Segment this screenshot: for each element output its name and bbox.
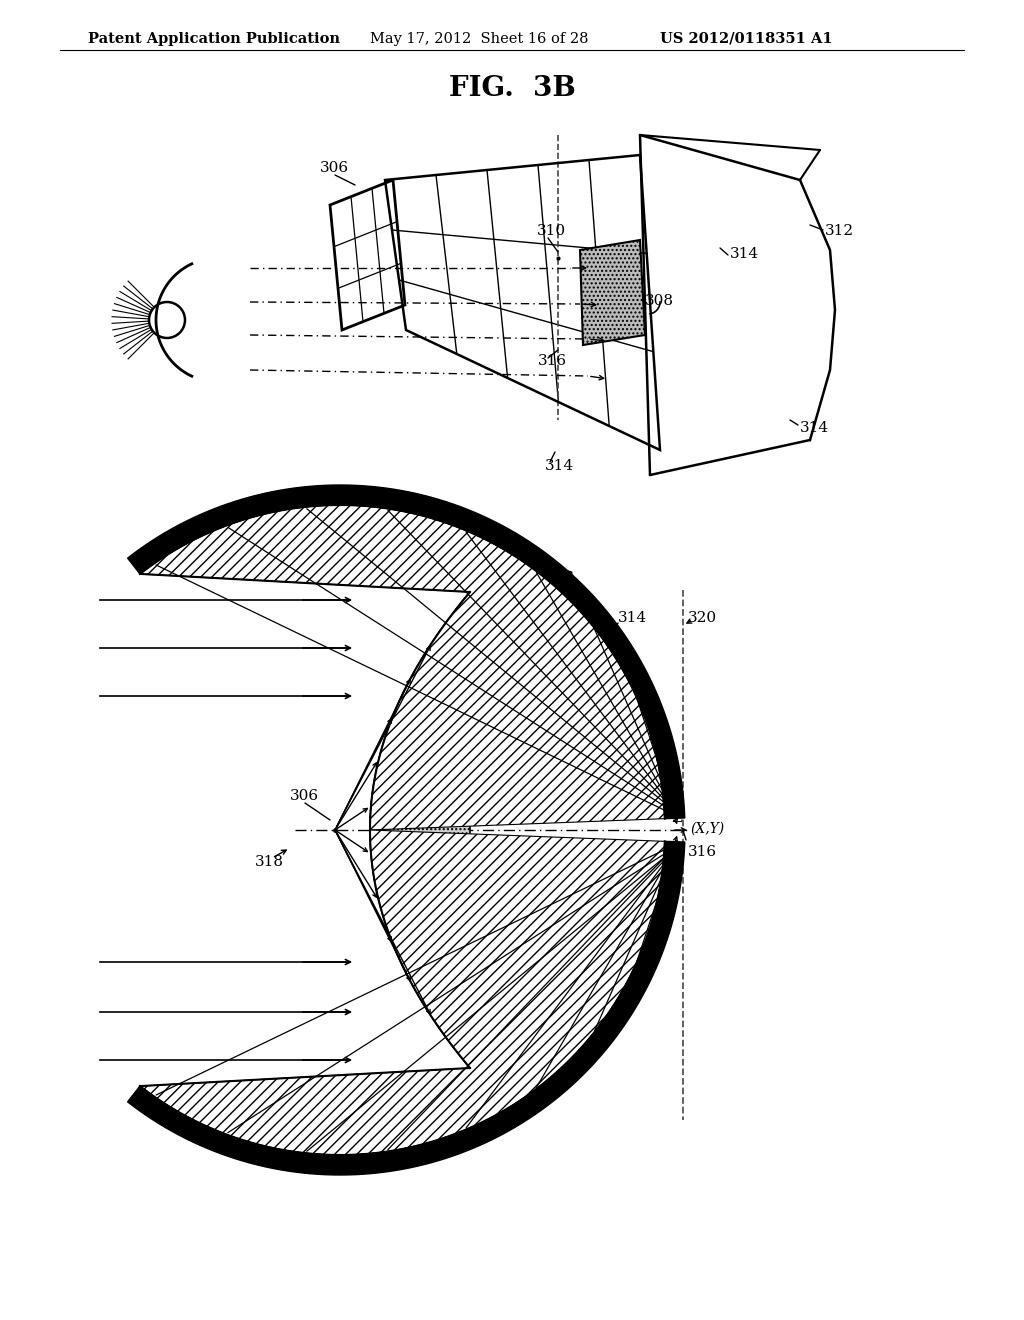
Text: (X,Y): (X,Y): [690, 822, 724, 836]
Text: US 2012/0118351 A1: US 2012/0118351 A1: [660, 32, 833, 46]
Text: Z: Z: [672, 810, 683, 825]
Polygon shape: [370, 591, 470, 1068]
Polygon shape: [140, 830, 665, 1155]
Text: 314: 314: [800, 421, 829, 436]
Text: May 17, 2012  Sheet 16 of 28: May 17, 2012 Sheet 16 of 28: [370, 32, 589, 46]
Text: 314: 314: [730, 247, 759, 261]
Polygon shape: [128, 841, 685, 1175]
Text: FIG.  3C: FIG. 3C: [450, 570, 574, 597]
Text: 318: 318: [255, 855, 284, 869]
Text: 316: 316: [688, 845, 717, 859]
Polygon shape: [128, 484, 685, 818]
Text: 310: 310: [537, 224, 566, 238]
Text: 308: 308: [645, 294, 674, 308]
Circle shape: [150, 302, 185, 338]
Text: 312: 312: [825, 224, 854, 238]
Text: 314: 314: [618, 611, 647, 624]
Text: 320: 320: [688, 611, 717, 624]
Polygon shape: [140, 506, 665, 830]
Text: Patent Application Publication: Patent Application Publication: [88, 32, 340, 46]
Text: FIG.  3B: FIG. 3B: [449, 75, 575, 102]
Text: 306: 306: [319, 161, 349, 176]
Text: 306: 306: [290, 789, 319, 803]
Polygon shape: [580, 240, 645, 345]
Text: 314: 314: [545, 459, 574, 473]
Text: 316: 316: [538, 354, 567, 368]
Text: 314: 314: [548, 1036, 578, 1049]
